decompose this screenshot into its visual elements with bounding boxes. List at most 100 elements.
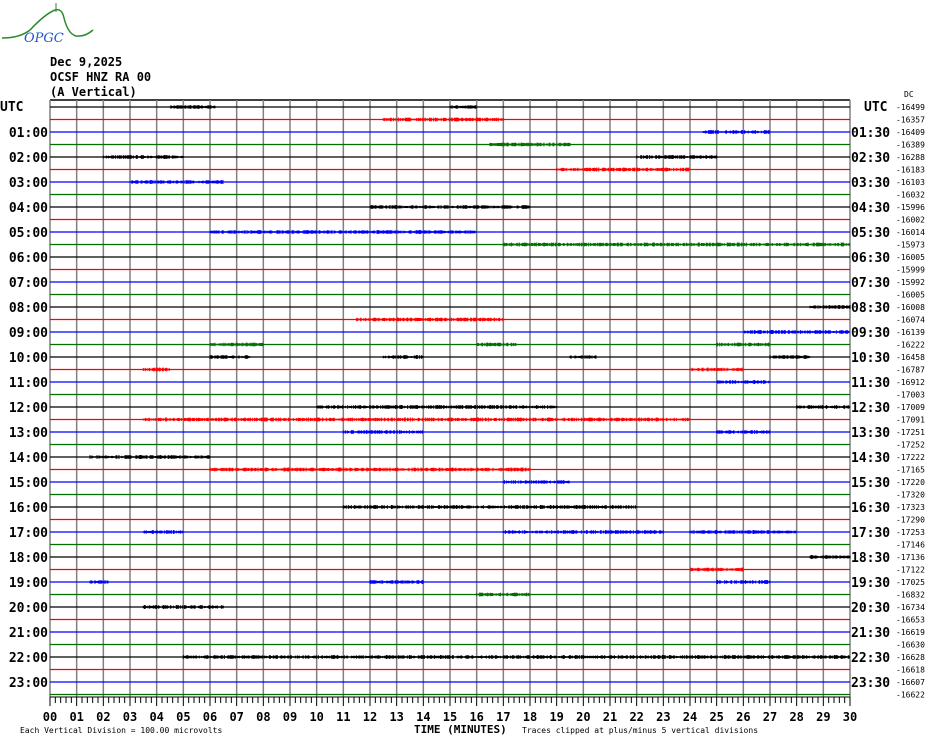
- left-time-label: 17:00: [9, 526, 48, 541]
- right-time-label: 20:30: [851, 601, 890, 616]
- dc-offset-label: -17165: [896, 466, 925, 475]
- dc-offset-label: -16357: [896, 116, 925, 125]
- dc-offset-label: -17025: [896, 578, 925, 587]
- trace-activity: [809, 305, 851, 309]
- trace-activity: [342, 505, 637, 509]
- component: (A Vertical): [50, 85, 137, 99]
- dc-offset-label: -17320: [896, 491, 925, 500]
- right-time-label: 22:30: [851, 651, 890, 666]
- trace-activity: [716, 430, 771, 434]
- right-time-label: 12:30: [851, 401, 890, 416]
- right-time-label: 11:30: [851, 376, 890, 391]
- right-time-label: 19:30: [851, 576, 890, 591]
- right-time-label: 10:30: [851, 351, 890, 366]
- left-time-label: 12:00: [9, 401, 48, 416]
- trace-activity: [689, 367, 744, 372]
- dc-offset-label: -16002: [896, 216, 925, 225]
- left-time-label: 05:00: [9, 226, 48, 241]
- x-tick-label: 17: [496, 710, 510, 724]
- dc-offset-label: -16222: [896, 341, 925, 350]
- right-time-label: 06:30: [851, 251, 890, 266]
- trace-activity: [369, 205, 531, 209]
- trace-activity: [716, 342, 771, 347]
- trace-activity: [569, 355, 597, 359]
- trace-activity: [102, 155, 184, 159]
- left-time-label: 07:00: [9, 276, 48, 291]
- trace-activity: [489, 142, 571, 147]
- left-time-label: 13:00: [9, 426, 48, 441]
- right-time-label: 08:30: [851, 301, 890, 316]
- dc-offset-label: -17290: [896, 516, 925, 525]
- dc-offset-label: -16409: [896, 128, 925, 137]
- dc-offset-label: -16139: [896, 328, 925, 337]
- right-time-label: 15:30: [851, 476, 890, 491]
- right-time-label: 23:30: [851, 676, 890, 691]
- left-time-label: 09:00: [9, 326, 48, 341]
- right-time-label: 04:30: [851, 201, 890, 216]
- trace-activity: [142, 530, 184, 534]
- dc-offset-label: -16653: [896, 616, 925, 625]
- left-time-label: 11:00: [9, 376, 48, 391]
- trace-activity: [382, 117, 504, 122]
- trace-activity: [142, 367, 170, 372]
- dc-label: DC: [904, 90, 914, 99]
- x-tick-label: 13: [389, 710, 403, 724]
- x-tick-label: 27: [763, 710, 777, 724]
- right-axis-title: UTC: [864, 100, 887, 115]
- logo-text: OPGC: [24, 31, 64, 46]
- trace-activity: [169, 105, 216, 109]
- right-time-label: 14:30: [851, 451, 890, 466]
- dc-offset-label: -16912: [896, 378, 925, 387]
- x-tick-label: 25: [709, 710, 723, 724]
- x-tick-label: 10: [309, 710, 323, 724]
- left-time-label: 14:00: [9, 451, 48, 466]
- dc-offset-label: -16288: [896, 153, 925, 162]
- x-tick-label: 09: [283, 710, 297, 724]
- dc-offset-label: -16832: [896, 591, 925, 600]
- dc-offset-label: -17146: [896, 541, 925, 550]
- left-time-label: 03:00: [9, 176, 48, 191]
- dc-offset-label: -16014: [896, 228, 925, 237]
- trace-activity: [769, 355, 811, 359]
- x-tick-label: 26: [736, 710, 750, 724]
- dc-offset-label: -15992: [896, 278, 925, 287]
- vertical-division-note: Each Vertical Division = 100.00 microvol…: [20, 726, 222, 735]
- x-axis-title: TIME (MINUTES): [414, 723, 507, 736]
- left-time-label: 15:00: [9, 476, 48, 491]
- trace-activity: [689, 567, 744, 572]
- x-tick-label: 29: [816, 710, 830, 724]
- trace-activity: [716, 380, 771, 384]
- trace-activity: [129, 180, 224, 184]
- x-tick-label: 03: [123, 710, 137, 724]
- trace-activity: [716, 580, 771, 584]
- left-time-label: 18:00: [9, 551, 48, 566]
- right-time-label: 18:30: [851, 551, 890, 566]
- trace-activity: [382, 355, 424, 359]
- left-time-label: 20:00: [9, 601, 48, 616]
- trace-activity: [209, 355, 251, 359]
- right-time-label: 13:30: [851, 426, 890, 441]
- right-time-label: 16:30: [851, 501, 890, 516]
- dc-offset-label: -17009: [896, 403, 925, 412]
- trace-activity: [502, 480, 570, 484]
- dc-offset-label: -15999: [896, 266, 925, 275]
- dc-offset-label: -17222: [896, 453, 925, 462]
- dc-offset-label: -16458: [896, 353, 925, 362]
- x-tick-label: 06: [203, 710, 217, 724]
- trace-activity: [142, 605, 224, 609]
- right-time-label: 05:30: [851, 226, 890, 241]
- left-time-label: 06:00: [9, 251, 48, 266]
- dc-offset-label: -16628: [896, 653, 925, 662]
- left-time-label: 02:00: [9, 151, 48, 166]
- dc-offset-label: -17252: [896, 441, 925, 450]
- trace-activity: [209, 230, 477, 234]
- trace-activity: [209, 342, 264, 347]
- dc-offset-label: -16734: [896, 603, 925, 612]
- trace-activity: [556, 167, 691, 172]
- trace-activity: [316, 405, 558, 409]
- x-tick-label: 08: [256, 710, 270, 724]
- right-time-label: 07:30: [851, 276, 890, 291]
- dc-offset-label: -17122: [896, 566, 925, 575]
- left-time-label: 23:00: [9, 676, 48, 691]
